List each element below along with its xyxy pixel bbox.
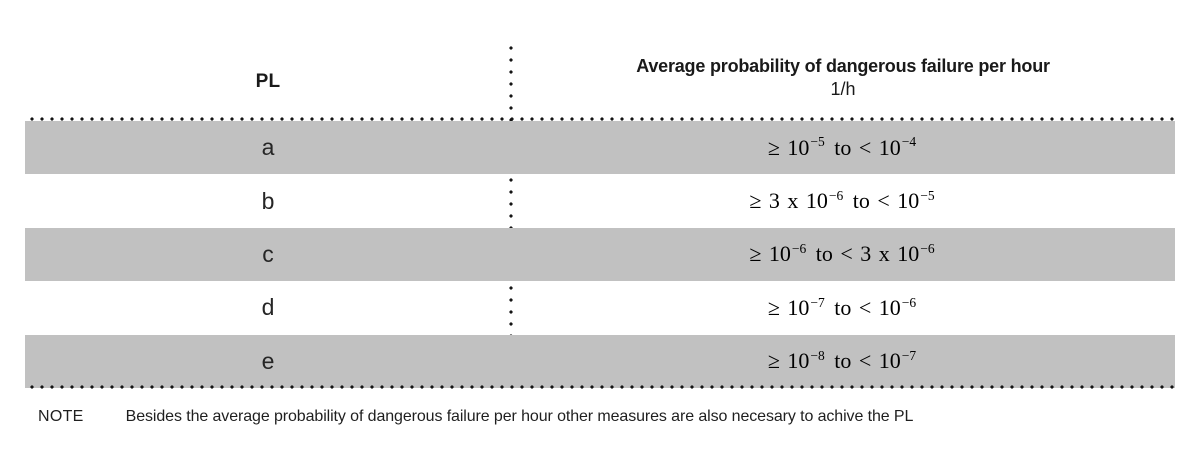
range-upper-exponent: −4 <box>901 134 917 150</box>
range-upper-exponent: −5 <box>920 187 935 203</box>
pl-cell: a <box>25 134 511 161</box>
note-label: NOTE <box>38 408 84 425</box>
range-lower-exponent: −6 <box>828 187 844 203</box>
range-lower-exponent: −7 <box>810 294 825 310</box>
header-cell-pl: PL <box>25 34 511 117</box>
header-cell-probability: Average probability of dangerous failure… <box>511 34 1175 117</box>
pl-cell: b <box>25 188 511 215</box>
range-lower-exponent: −5 <box>810 134 825 150</box>
table-row-b: b ≥ 3 x 10−6 to < 10−5 <box>25 174 1175 227</box>
pl-cell: e <box>25 348 511 375</box>
range-upper: to < 10 <box>826 294 901 320</box>
range-upper: to < 10 <box>826 348 901 374</box>
range-lower: ≥ 10 <box>767 348 810 374</box>
range-upper-exponent: −6 <box>920 241 935 257</box>
pl-value: b <box>261 187 275 214</box>
note-row: NOTE Besides the average probability of … <box>38 408 1168 426</box>
note-text: Besides the average probability of dange… <box>125 408 914 425</box>
probability-cell: ≥ 10−5 to < 10−4 <box>511 135 1175 161</box>
pl-header-label: PL <box>255 70 281 92</box>
probability-cell: ≥ 10−7 to < 10−6 <box>511 295 1175 321</box>
table-row-d: d ≥ 10−7 to < 10−6 <box>25 281 1175 334</box>
probability-cell: ≥ 10−6 to < 3 x 10−6 <box>511 241 1175 267</box>
probability-header-unit: 1/h <box>830 78 856 99</box>
pl-value: c <box>262 240 274 267</box>
pl-value: d <box>261 294 275 321</box>
dotted-border-top <box>25 117 1175 121</box>
range-lower: ≥ 3 x 10 <box>749 188 828 214</box>
range-upper: to < 10 <box>826 134 901 160</box>
probability-cell: ≥ 3 x 10−6 to < 10−5 <box>511 188 1175 214</box>
pl-cell: c <box>25 241 511 268</box>
range-lower: ≥ 10 <box>767 294 810 320</box>
range-lower: ≥ 10 <box>749 241 791 267</box>
table-row-c: c ≥ 10−6 to < 3 x 10−6 <box>25 227 1175 282</box>
pl-value: e <box>261 347 275 374</box>
probability-cell: ≥ 10−8 to < 10−7 <box>511 348 1175 374</box>
table-row-e: e ≥ 10−8 to < 10−7 <box>25 334 1175 388</box>
table-row-a: a ≥ 10−5 to < 10−4 <box>25 121 1175 175</box>
range-lower: ≥ 10 <box>767 134 810 160</box>
range-lower-exponent: −8 <box>810 347 825 363</box>
range-upper-exponent: −7 <box>901 347 917 363</box>
table-body: a ≥ 10−5 to < 10−4 b ≥ 3 x 10−6 to < 10−… <box>25 121 1175 388</box>
dotted-column-divider <box>509 40 513 389</box>
range-upper: to < 10 <box>845 188 920 214</box>
range-upper: to < 3 x 10 <box>808 241 920 267</box>
range-lower-exponent: −6 <box>791 241 807 257</box>
range-upper-exponent: −6 <box>901 294 917 310</box>
probability-header-title: Average probability of dangerous failure… <box>636 55 1050 76</box>
pl-value: a <box>261 134 275 161</box>
pl-cell: d <box>25 294 511 321</box>
table-header-row: PL Average probability of dangerous fail… <box>25 34 1175 117</box>
dotted-border-bottom <box>25 385 1175 389</box>
